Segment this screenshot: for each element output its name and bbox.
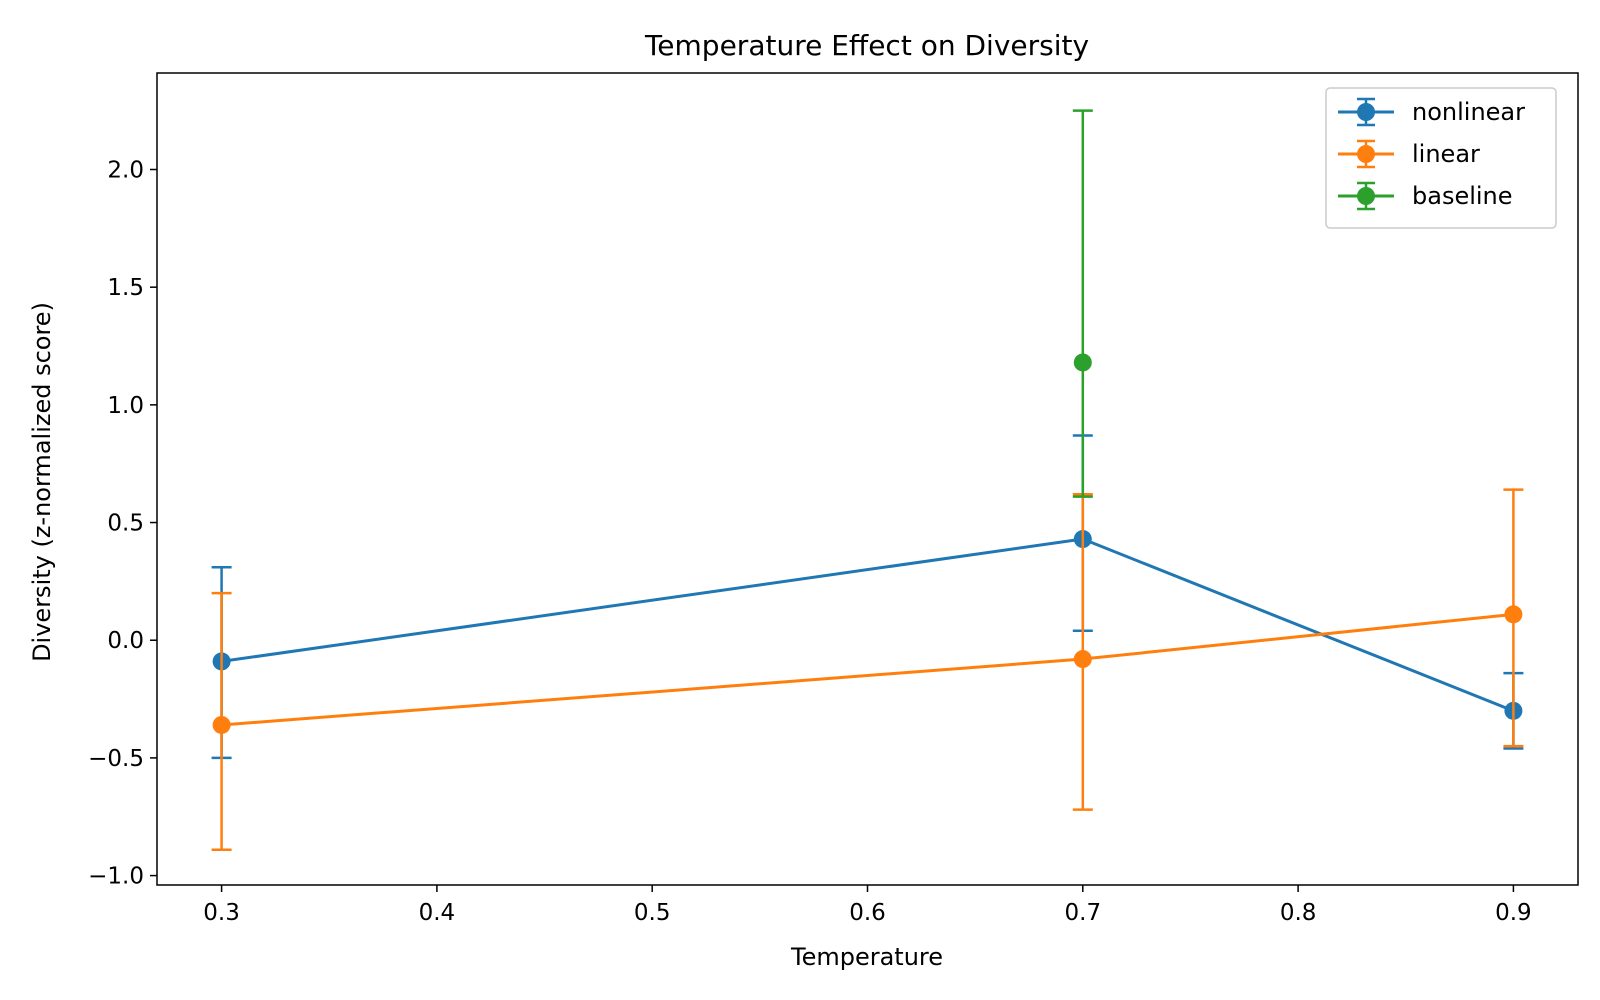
x-tick-label: 0.6	[849, 900, 886, 926]
y-tick-label: 0.5	[107, 511, 144, 537]
legend-label-linear: linear	[1412, 140, 1480, 168]
y-tick-label: −0.5	[88, 746, 144, 772]
legend-marker-linear	[1357, 145, 1375, 163]
plot-area: 0.3 0.4 0.5 0.6 0.7 0.8 0.9 −1.0 −0.5 0.0 0.5 1.0 1.…	[88, 72, 1579, 926]
y-tick-label: 2.0	[107, 157, 144, 183]
legend-marker-baseline	[1357, 187, 1375, 205]
plot-frame	[156, 72, 1579, 886]
y-tick-label: 0.0	[107, 628, 144, 654]
data-point-linear	[1504, 605, 1523, 624]
x-tick-label: 0.9	[1495, 900, 1532, 926]
x-tick-label: 0.8	[1280, 900, 1317, 926]
data-point-baseline	[1073, 353, 1092, 372]
x-tick-label: 0.3	[203, 900, 240, 926]
x-tick-label: 0.4	[419, 900, 456, 926]
x-tick-label: 0.7	[1065, 900, 1102, 926]
x-axis-label: Temperature	[790, 943, 943, 971]
legend-box	[1325, 87, 1557, 229]
legend: nonlinear linear baseline	[1325, 87, 1557, 229]
legend-label-nonlinear: nonlinear	[1412, 98, 1525, 126]
y-axis-label: Diversity (z-normalized score)	[28, 302, 56, 662]
legend-label-baseline: baseline	[1412, 182, 1513, 210]
chart-title: Temperature Effect on Diversity	[644, 29, 1089, 62]
y-tick-label: −1.0	[88, 864, 144, 890]
legend-marker-nonlinear	[1357, 103, 1375, 121]
y-tick-label: 1.5	[107, 275, 144, 301]
y-tick-label: 1.0	[107, 393, 144, 419]
x-tick-label: 0.5	[634, 900, 671, 926]
data-point-linear	[212, 715, 231, 734]
data-point-linear	[1073, 650, 1092, 669]
